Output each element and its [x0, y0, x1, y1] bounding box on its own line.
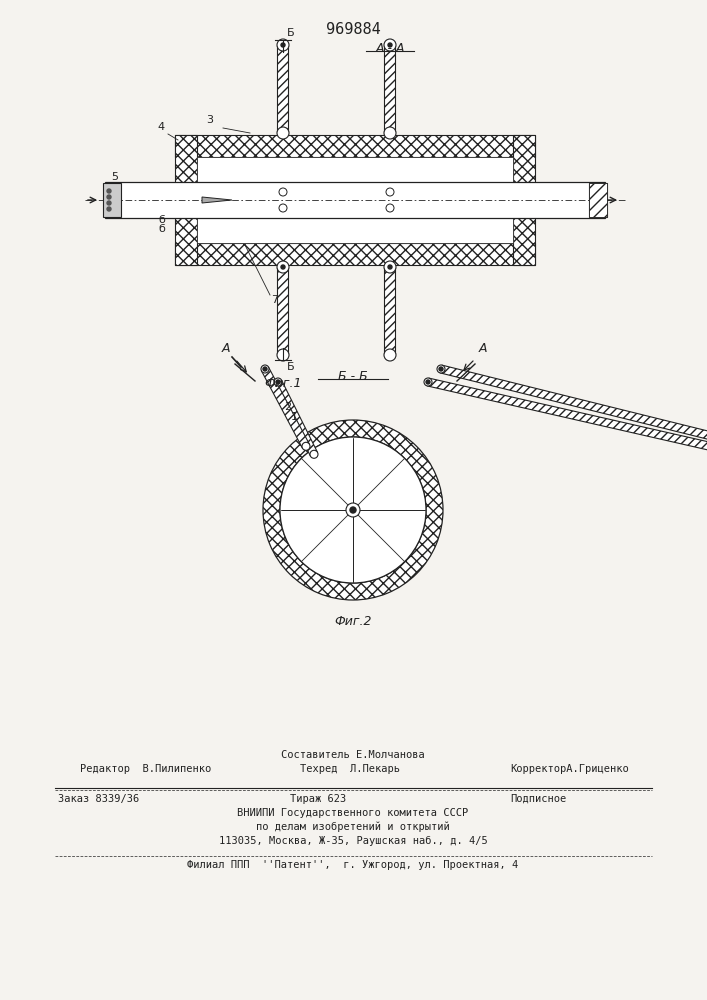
Circle shape	[424, 378, 432, 386]
Circle shape	[261, 365, 269, 373]
Circle shape	[384, 261, 396, 273]
Circle shape	[350, 507, 356, 513]
Text: КорректорА.Гриценко: КорректорА.Гриценко	[510, 764, 629, 774]
Bar	[103, 183, 121, 217]
Text: Б - Б: Б - Б	[338, 370, 368, 383]
Circle shape	[439, 367, 443, 371]
Circle shape	[384, 39, 396, 51]
Circle shape	[277, 127, 289, 139]
Circle shape	[107, 201, 111, 205]
Text: б: б	[158, 215, 165, 225]
Circle shape	[276, 380, 280, 384]
Text: Тираж 623: Тираж 623	[290, 794, 346, 804]
Circle shape	[386, 204, 394, 212]
Circle shape	[281, 265, 285, 269]
Text: Редактор  В.Пилипенко: Редактор В.Пилипенко	[80, 764, 211, 774]
Circle shape	[386, 188, 394, 196]
Circle shape	[437, 365, 445, 373]
Text: 2: 2	[284, 402, 291, 412]
Circle shape	[310, 450, 318, 458]
Circle shape	[302, 442, 310, 450]
Circle shape	[346, 503, 360, 517]
Circle shape	[384, 127, 396, 139]
Bar	[589, 183, 607, 217]
Circle shape	[279, 188, 287, 196]
Circle shape	[280, 437, 426, 583]
Text: Филиал ППП  ''Патент'',  г. Ужгород, ул. Проектная, 4: Филиал ППП ''Патент'', г. Ужгород, ул. П…	[187, 860, 519, 870]
Bar	[175, 135, 535, 157]
Text: Заказ 8339/36: Заказ 8339/36	[58, 794, 139, 804]
Text: по делам изобретений и открытий: по делам изобретений и открытий	[256, 822, 450, 832]
Circle shape	[277, 39, 289, 51]
Text: 1: 1	[291, 412, 298, 422]
Circle shape	[384, 349, 396, 361]
Circle shape	[426, 380, 430, 384]
Polygon shape	[440, 365, 707, 450]
Polygon shape	[427, 378, 707, 458]
Circle shape	[277, 349, 289, 361]
Bar	[589, 183, 607, 217]
Text: Составитель Е.Молчанова: Составитель Е.Молчанова	[281, 750, 425, 760]
Circle shape	[281, 43, 285, 47]
Text: 969884: 969884	[326, 22, 380, 37]
Text: Подписное: Подписное	[510, 794, 566, 804]
Text: 5: 5	[112, 172, 119, 182]
Circle shape	[388, 265, 392, 269]
Polygon shape	[262, 367, 310, 448]
Bar	[385, 267, 395, 355]
Bar	[278, 45, 288, 133]
Bar	[513, 135, 535, 265]
Circle shape	[107, 207, 111, 211]
Circle shape	[107, 195, 111, 199]
Text: 7: 7	[271, 295, 279, 305]
Bar	[175, 243, 535, 265]
Text: A: A	[221, 342, 230, 355]
Circle shape	[107, 189, 111, 193]
Text: A - A: A - A	[375, 42, 404, 55]
Text: 3: 3	[206, 115, 214, 125]
Text: Фиг.2: Фиг.2	[334, 615, 372, 628]
Text: 4: 4	[158, 122, 165, 132]
Text: Фиг.1: Фиг.1	[264, 377, 302, 390]
Polygon shape	[274, 380, 317, 456]
Bar	[197, 157, 513, 243]
Circle shape	[263, 367, 267, 371]
Wedge shape	[263, 420, 443, 600]
Text: Техред  Л.Пекарь: Техред Л.Пекарь	[300, 764, 400, 774]
Bar	[175, 135, 197, 265]
Text: ВНИИПИ Государственного комитета СССР: ВНИИПИ Государственного комитета СССР	[238, 808, 469, 818]
Circle shape	[274, 378, 282, 386]
Text: б: б	[158, 224, 165, 234]
Circle shape	[277, 261, 289, 273]
Circle shape	[279, 204, 287, 212]
Text: Б: Б	[287, 28, 295, 38]
Text: 113035, Москва, Ж-35, Раушская наб., д. 4/5: 113035, Москва, Ж-35, Раушская наб., д. …	[218, 836, 487, 846]
Text: A: A	[479, 342, 488, 355]
Bar	[105, 182, 605, 218]
Polygon shape	[202, 197, 232, 203]
Bar	[278, 267, 288, 355]
Bar	[385, 45, 395, 133]
Circle shape	[388, 43, 392, 47]
Text: Б: Б	[287, 362, 295, 372]
